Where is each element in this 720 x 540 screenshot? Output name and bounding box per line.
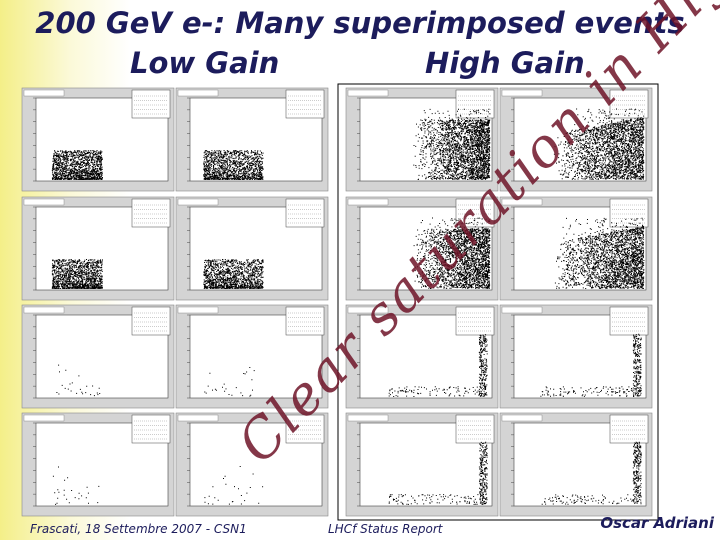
scatter-cloud <box>413 108 491 180</box>
stats-box <box>131 306 171 336</box>
scatter-cloud <box>203 259 264 289</box>
panel-titlebar <box>347 306 389 314</box>
panel-titlebar <box>501 306 543 314</box>
panel-titlebar <box>23 198 65 206</box>
column-heading: Low Gain <box>130 46 280 80</box>
stats-box <box>455 414 495 444</box>
stats-box <box>609 306 649 336</box>
stats-box <box>131 89 171 119</box>
panel-titlebar <box>347 198 389 206</box>
scatter-cloud <box>413 217 491 289</box>
panel-titlebar <box>501 198 543 206</box>
stats-box <box>131 198 171 228</box>
stats-box <box>609 89 649 119</box>
footer-left: Frascati, 18 Settembre 2007 - CSN1 <box>30 522 247 536</box>
footer-right: Oscar Adriani <box>600 514 714 532</box>
stats-box <box>285 306 325 336</box>
column-heading: High Gain <box>425 46 585 80</box>
scatter-cloud <box>540 333 642 397</box>
panel-titlebar <box>23 306 65 314</box>
scatter-cloud <box>203 150 264 180</box>
slide-title: 200 GeV e-: Many superimposed events <box>35 6 685 40</box>
panel-titlebar <box>501 414 543 422</box>
stats-box <box>455 306 495 336</box>
scatter-cloud <box>51 150 103 180</box>
stats-box <box>285 198 325 228</box>
stats-box <box>609 198 649 228</box>
stats-box <box>609 414 649 444</box>
panel-titlebar <box>501 89 543 97</box>
panel-titlebar <box>347 414 389 422</box>
panel-titlebar <box>177 414 219 422</box>
scatter-cloud <box>553 108 645 180</box>
panel-titlebar <box>177 89 219 97</box>
stats-box <box>455 89 495 119</box>
stats-box <box>131 414 171 444</box>
scatter-cloud <box>52 466 100 505</box>
scatter-cloud <box>51 259 103 289</box>
panel-titlebar <box>23 414 65 422</box>
stats-box <box>285 414 325 444</box>
scatter-cloud <box>388 334 488 397</box>
panel-titlebar <box>347 89 389 97</box>
panel-titlebar <box>177 198 219 206</box>
panel-titlebar <box>177 306 219 314</box>
panel-titlebar <box>23 89 65 97</box>
footer-center: LHCf Status Report <box>328 522 443 536</box>
scatter-cloud <box>554 217 645 289</box>
stats-box <box>285 89 325 119</box>
